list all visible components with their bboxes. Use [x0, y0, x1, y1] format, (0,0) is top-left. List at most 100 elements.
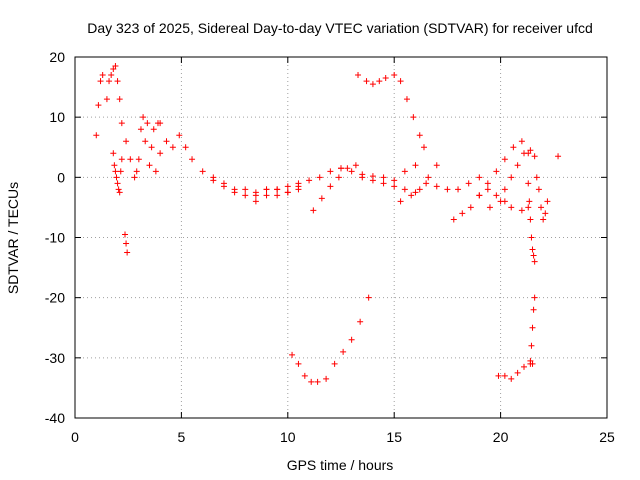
data-point: [416, 186, 423, 193]
x-tick-label: 5: [178, 429, 186, 445]
data-point: [210, 177, 217, 184]
data-point: [189, 156, 196, 163]
data-point: [484, 180, 491, 187]
series-seg-mid-b: [359, 174, 419, 196]
data-point: [514, 369, 521, 376]
data-point: [531, 294, 538, 301]
data-points: [93, 63, 562, 385]
data-point: [284, 189, 291, 196]
data-point: [540, 216, 547, 223]
data-point: [157, 150, 164, 157]
x-tick-label: 25: [599, 429, 615, 445]
data-point: [117, 168, 124, 175]
x-tick-label: 20: [493, 429, 509, 445]
data-point: [420, 144, 427, 151]
grid-lines: [75, 57, 607, 418]
series-seg-early-drop: [110, 150, 125, 196]
data-point: [242, 192, 249, 199]
x-tick-label: 0: [71, 429, 79, 445]
data-point: [425, 174, 432, 181]
series-seg-evening-4: [486, 198, 532, 214]
data-point: [306, 177, 313, 184]
data-point: [527, 147, 534, 154]
data-point: [355, 72, 362, 79]
chart-title: Day 323 of 2025, Sidereal Day-to-day VTE…: [87, 20, 593, 36]
data-point: [301, 372, 308, 379]
data-point: [112, 168, 119, 175]
data-point: [508, 375, 515, 382]
data-point: [340, 348, 347, 355]
series-seg-high-arc: [355, 72, 427, 151]
data-point: [476, 192, 483, 199]
data-point: [401, 168, 408, 175]
data-point: [465, 180, 472, 187]
data-point: [118, 156, 125, 163]
data-point: [408, 192, 415, 199]
series-seg-mid-a: [338, 162, 419, 184]
data-point: [113, 174, 120, 181]
data-point: [518, 207, 525, 214]
data-point: [152, 168, 159, 175]
data-point: [525, 204, 532, 211]
series-seg-osc: [123, 114, 164, 181]
data-point: [527, 216, 534, 223]
y-tick-label: 10: [49, 109, 65, 125]
data-point: [531, 153, 538, 160]
data-point: [526, 198, 533, 205]
data-point: [99, 72, 106, 79]
data-point: [123, 240, 130, 247]
data-point: [323, 375, 330, 382]
data-point: [114, 78, 121, 85]
data-point: [363, 78, 370, 85]
data-point: [521, 363, 528, 370]
data-point: [331, 360, 338, 367]
data-point: [508, 174, 515, 181]
data-point: [327, 168, 334, 175]
data-point: [314, 378, 321, 385]
data-point: [510, 144, 517, 151]
data-point: [242, 186, 249, 193]
data-point: [131, 174, 138, 181]
data-point: [484, 186, 491, 193]
data-point: [450, 216, 457, 223]
data-point: [410, 114, 417, 121]
data-point: [369, 81, 376, 88]
x-tick-label: 10: [280, 429, 296, 445]
data-point: [231, 189, 238, 196]
data-point: [397, 198, 404, 205]
data-point: [555, 153, 562, 160]
data-point: [493, 192, 500, 199]
data-point: [144, 120, 151, 127]
data-point: [501, 156, 508, 163]
series-seg-isolated: [555, 153, 562, 160]
data-point: [514, 162, 521, 169]
data-point: [501, 186, 508, 193]
data-point: [530, 252, 537, 259]
y-tick-label: -10: [45, 230, 65, 246]
data-point: [135, 156, 142, 163]
data-point: [274, 192, 281, 199]
data-point: [310, 207, 317, 214]
data-point: [110, 66, 117, 73]
data-point: [95, 102, 102, 109]
data-point: [176, 132, 183, 139]
data-point: [146, 162, 153, 169]
y-axis-label: SDTVAR / TECUs: [5, 182, 21, 294]
data-point: [124, 249, 131, 256]
data-point: [380, 180, 387, 187]
data-point: [263, 186, 270, 193]
data-point: [412, 162, 419, 169]
data-point: [525, 180, 532, 187]
data-point: [93, 132, 100, 139]
data-point: [380, 174, 387, 181]
data-point: [148, 144, 155, 151]
data-point: [338, 165, 344, 172]
data-point: [433, 162, 440, 169]
data-point: [263, 192, 270, 199]
data-point: [376, 78, 383, 85]
data-point: [382, 75, 389, 82]
data-point: [401, 186, 408, 193]
data-point: [531, 258, 538, 265]
data-point: [528, 342, 535, 349]
data-point: [115, 186, 122, 193]
